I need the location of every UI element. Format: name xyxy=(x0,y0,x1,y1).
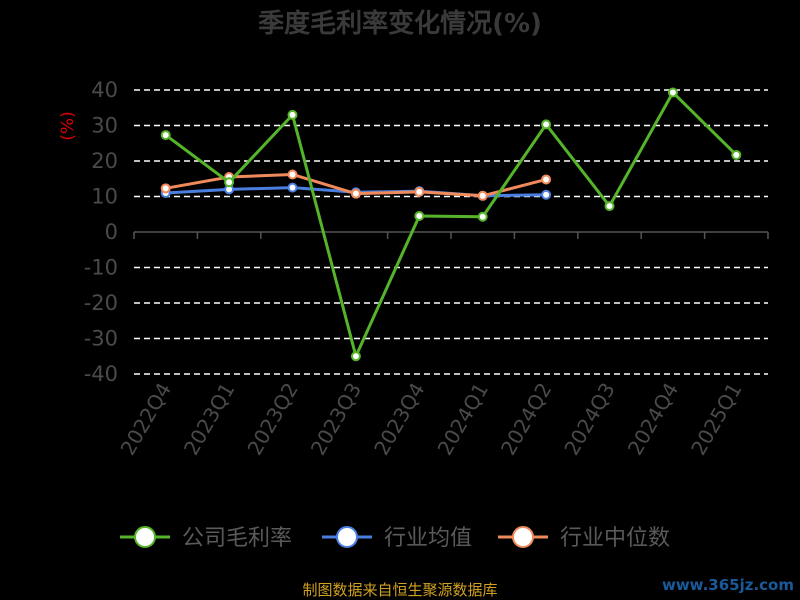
chart-title: 季度毛利率变化情况(%) xyxy=(258,8,542,39)
data-point xyxy=(541,189,552,200)
legend-item-2: 行业中位数 xyxy=(498,526,670,551)
data-point xyxy=(731,149,742,160)
y-tick-label: 20 xyxy=(91,149,118,173)
x-tick-label: 2022Q4 xyxy=(116,379,176,460)
x-tick-label: 2024Q2 xyxy=(496,379,556,460)
footer-source: 制图数据来自恒生聚源数据库 xyxy=(302,581,497,599)
x-tick-label: 2024Q3 xyxy=(559,379,619,460)
series xyxy=(160,87,742,362)
legend-marker xyxy=(134,526,156,548)
y-tick-label: 30 xyxy=(91,114,118,138)
y-tick-label: -40 xyxy=(84,362,118,386)
x-tick-label: 2023Q4 xyxy=(369,379,429,460)
y-tick-label: -20 xyxy=(84,291,118,315)
legend-label: 行业均值 xyxy=(384,526,472,551)
data-point xyxy=(541,174,552,185)
legend: 公司毛利率 行业均值 行业中位数 xyxy=(120,526,670,551)
series-2 xyxy=(160,169,552,201)
x-tick-label: 2023Q1 xyxy=(179,379,239,460)
data-point xyxy=(477,190,488,201)
data-point xyxy=(160,183,171,194)
data-point xyxy=(667,87,678,98)
x-tick-label: 2025Q1 xyxy=(686,379,746,460)
x-tick-label: 2023Q3 xyxy=(306,379,366,460)
data-point xyxy=(350,188,361,199)
series-line xyxy=(164,90,738,358)
data-point xyxy=(604,201,615,212)
data-point xyxy=(477,211,488,222)
data-point xyxy=(414,186,425,197)
data-point xyxy=(287,182,298,193)
x-tick-label: 2024Q4 xyxy=(623,379,683,460)
legend-item-1: 行业均值 xyxy=(322,526,472,551)
legend-item-0: 公司毛利率 xyxy=(120,526,292,551)
watermark: www.365jz.com xyxy=(662,576,794,594)
y-tick-label: 0 xyxy=(105,220,118,244)
y-tick-label: 10 xyxy=(91,185,118,209)
y-tick-label: -10 xyxy=(84,256,118,280)
data-point xyxy=(541,119,552,130)
y-tick-label: -30 xyxy=(84,327,118,351)
legend-label: 公司毛利率 xyxy=(182,526,292,551)
data-point xyxy=(414,211,425,222)
x-tick-label: 2023Q2 xyxy=(242,379,302,460)
data-point xyxy=(350,351,361,362)
data-point xyxy=(287,109,298,120)
y-tick-labels: 40 30 20 10 0 -10 -20 -30 -40 xyxy=(84,78,118,386)
y-tick-label: 40 xyxy=(91,78,118,102)
series-0 xyxy=(160,87,742,362)
grid-lines xyxy=(134,89,768,375)
data-point xyxy=(160,130,171,141)
legend-label: 行业中位数 xyxy=(560,526,670,551)
legend-marker xyxy=(336,526,358,548)
y-axis-unit: (%) xyxy=(58,111,78,140)
x-tick-labels: 2022Q4 2023Q1 2023Q2 2023Q3 2023Q4 2024Q1 2024… xyxy=(116,379,747,460)
legend-marker xyxy=(512,526,534,548)
x-tick-label: 2024Q1 xyxy=(433,379,493,460)
data-point xyxy=(287,169,298,180)
data-point xyxy=(224,177,235,188)
axes xyxy=(133,231,769,239)
